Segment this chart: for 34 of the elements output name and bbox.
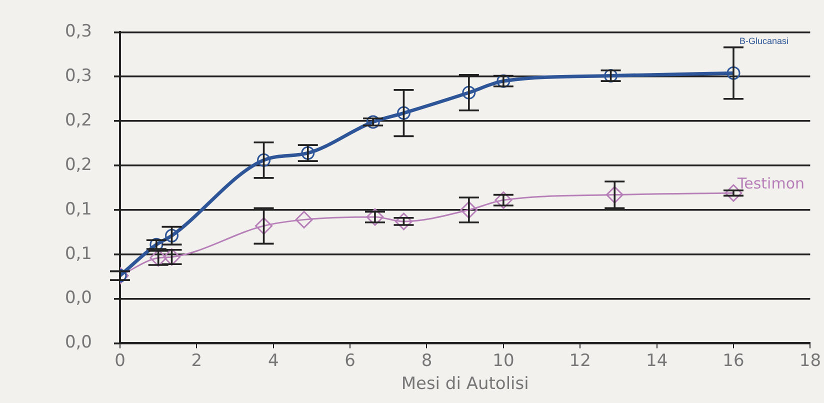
- x-axis-title: Mesi di Autolisi: [401, 374, 529, 394]
- y-tick-label: 0,3: [64, 22, 92, 42]
- y-tick-label: 0,2: [64, 110, 92, 130]
- x-tick-label: 6: [344, 350, 356, 371]
- text: B-Glucanasi: [739, 36, 789, 46]
- point: [394, 212, 412, 230]
- x-tick-label: 2: [191, 350, 202, 371]
- point: [257, 153, 271, 167]
- point: [726, 66, 740, 80]
- y-tick-label: 0,1: [64, 244, 92, 264]
- x-tick-label: 16: [722, 350, 744, 371]
- x-tick-label: 4: [268, 350, 279, 371]
- y-tick-label: 0,2: [64, 154, 92, 175]
- point: [366, 115, 380, 129]
- x-tick-label: 14: [646, 350, 668, 371]
- x-tick-label: 18: [799, 350, 822, 371]
- point: [460, 201, 478, 219]
- point: [255, 217, 273, 235]
- y-tick-label: 0,0: [64, 288, 92, 308]
- y-tick-label: 0,0: [64, 332, 92, 353]
- y-tick-label: 0,1: [64, 199, 92, 220]
- x-tick-label: 0: [114, 350, 126, 371]
- x-tick-label: 12: [569, 350, 591, 371]
- series-label: Testimon: [736, 174, 805, 192]
- point: [494, 191, 512, 209]
- point: [295, 210, 313, 228]
- x-tick-label: 8: [421, 350, 432, 371]
- point: [496, 74, 510, 88]
- point: [604, 68, 618, 82]
- point: [462, 86, 476, 100]
- point: [606, 186, 624, 204]
- point: [396, 106, 410, 120]
- x-tick-label: 10: [492, 350, 514, 371]
- y-tick-label: 0,3: [64, 66, 92, 86]
